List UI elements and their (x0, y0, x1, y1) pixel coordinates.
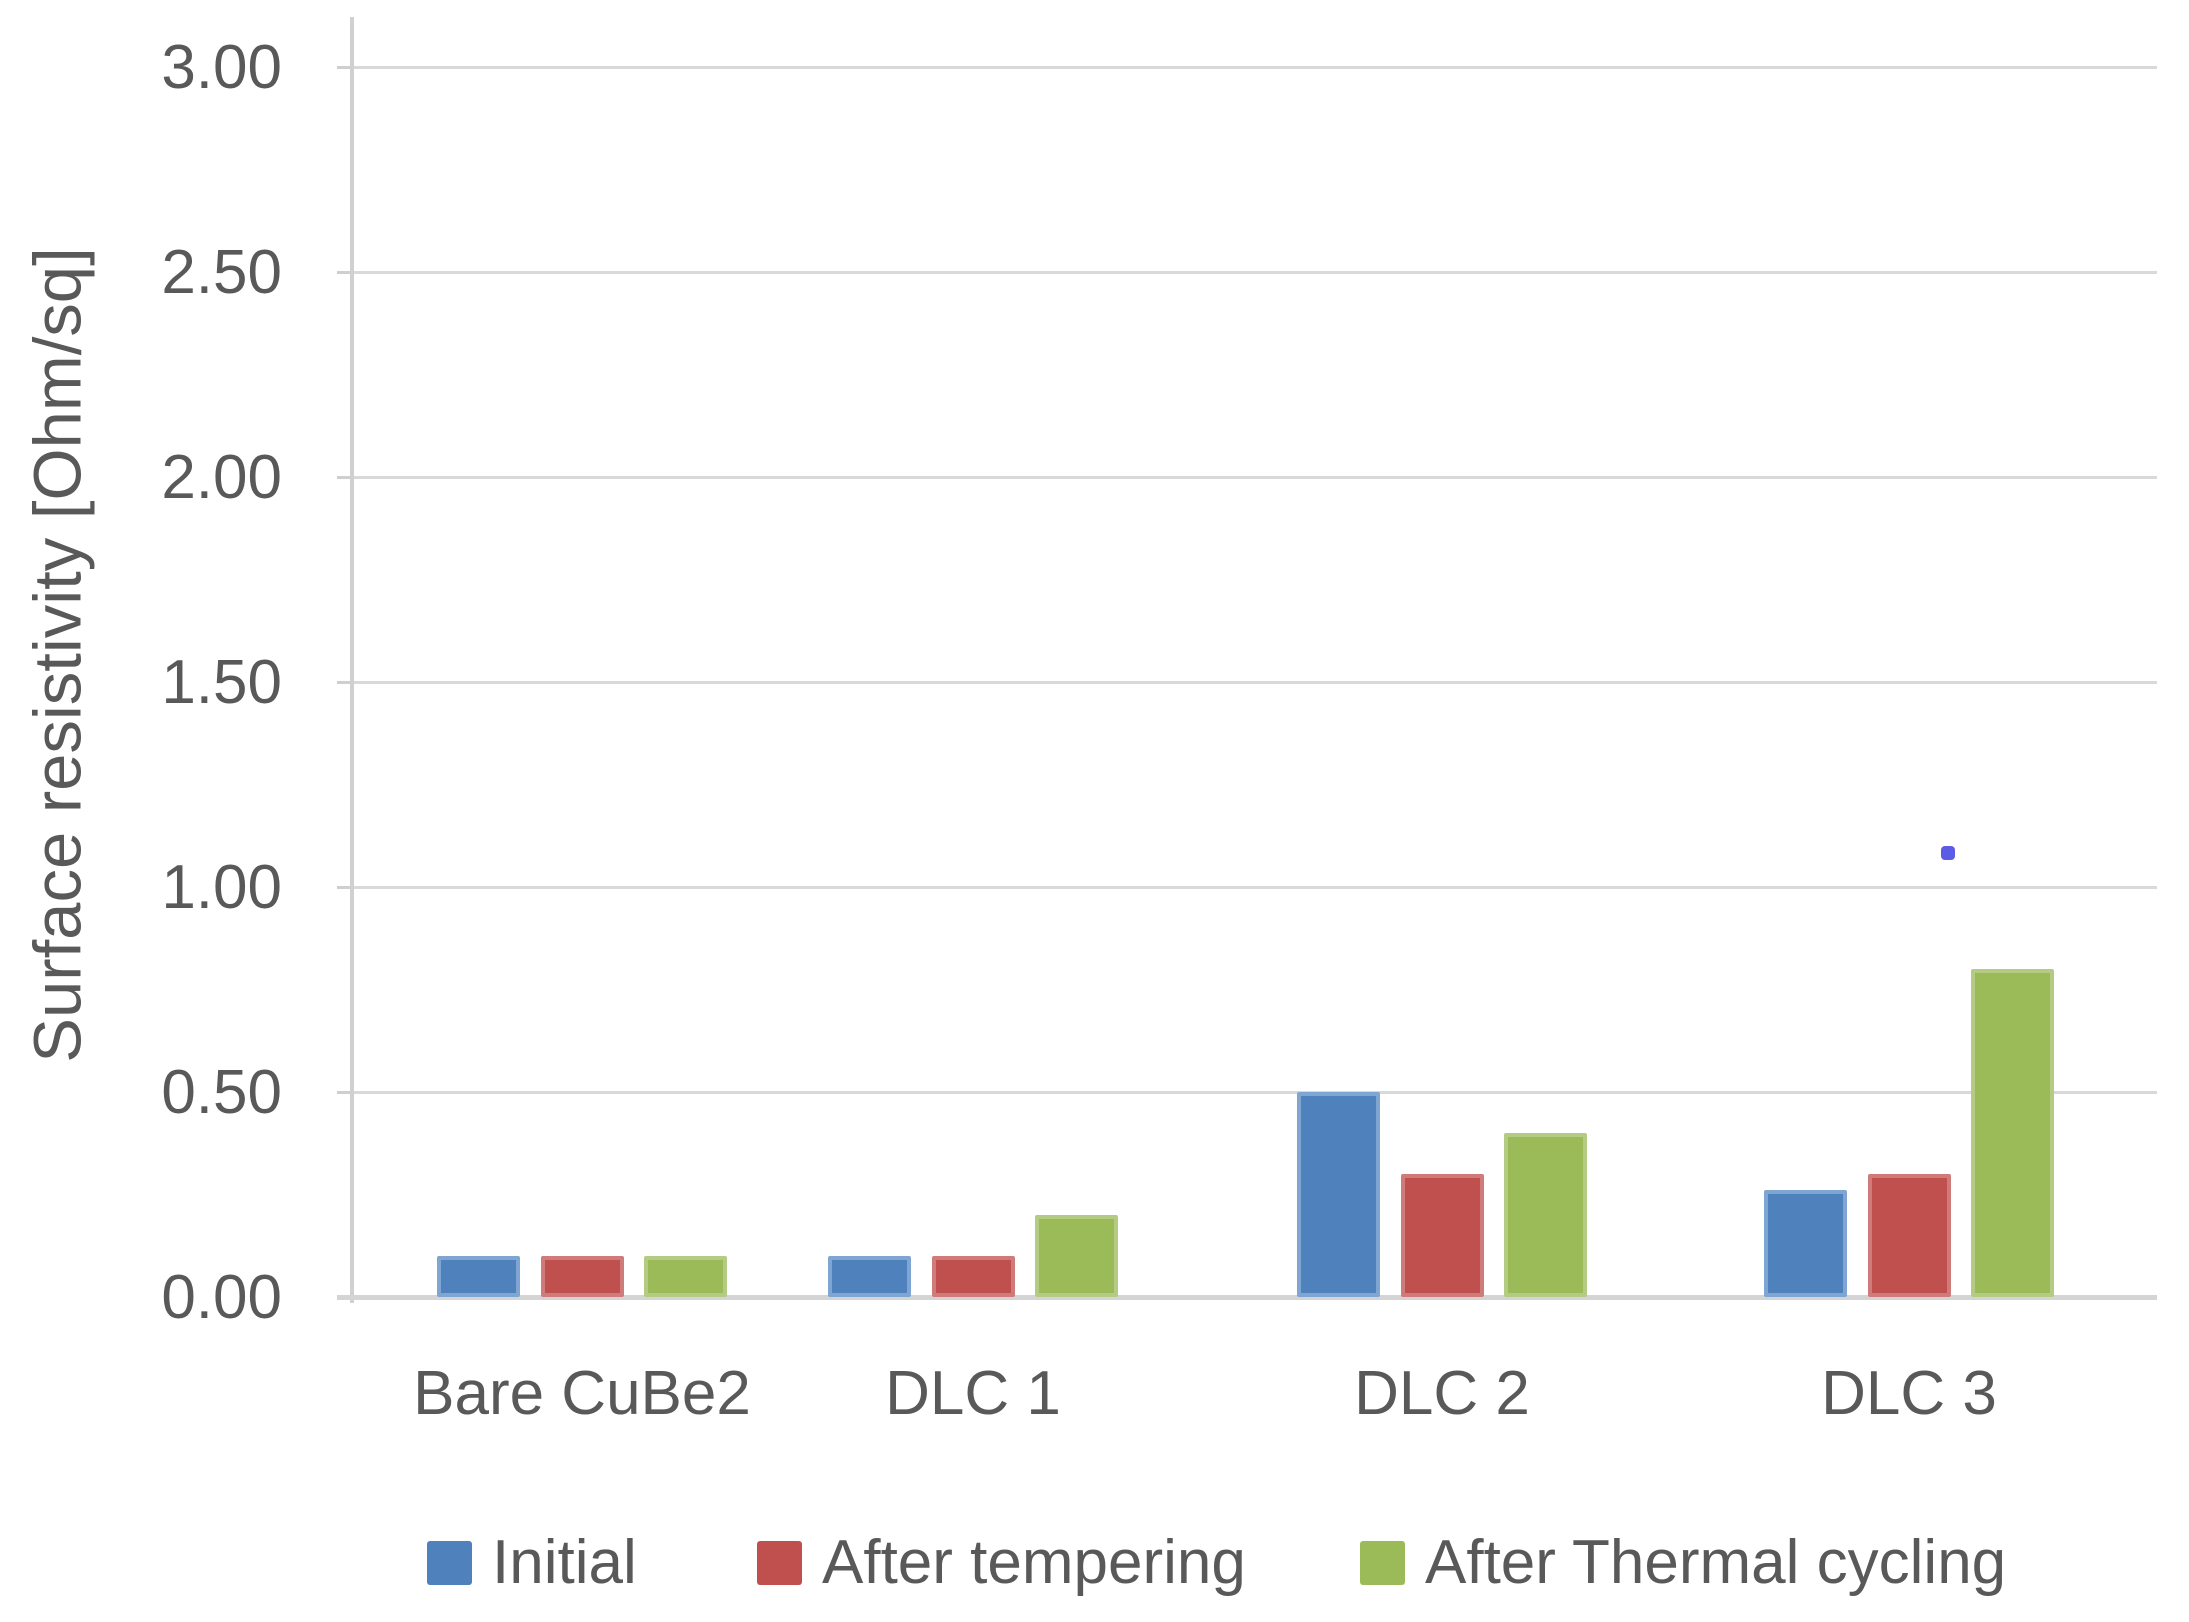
legend-item-initial: Initial (427, 1528, 637, 1598)
y-tickmark-1.50 (337, 681, 351, 684)
y-tickmark-0.50 (337, 1091, 351, 1094)
category-label-dlc-1: DLC 1 (885, 1359, 1061, 1428)
legend-swatch-after-thermal-cycling (1360, 1541, 1405, 1585)
legend-swatch-initial (427, 1541, 472, 1585)
bar-bare-cube2-after-thermal-cycling (644, 1256, 727, 1297)
legend-label: Initial (492, 1528, 637, 1597)
y-tickmark-1.00 (337, 886, 351, 889)
y-axis-line (350, 17, 354, 1303)
category-label-dlc-3: DLC 3 (1821, 1359, 1997, 1428)
x-axis-line (337, 1295, 2157, 1300)
category-label-dlc-2: DLC 2 (1354, 1359, 1530, 1428)
bar-dlc-2-after-thermal-cycling (1504, 1133, 1587, 1297)
y-tick-label: 2.00 (161, 443, 282, 512)
y-tick-label: 0.00 (161, 1263, 282, 1332)
legend-swatch-after-tempering (757, 1541, 802, 1585)
bar-dlc-3-initial (1764, 1190, 1847, 1297)
bar-dlc-1-after-tempering (932, 1256, 1015, 1297)
y-tickmark-2.00 (337, 476, 351, 479)
gridline-0.50 (350, 1091, 2157, 1094)
stray-dot-annotation (1941, 846, 1955, 860)
legend-label: After tempering (822, 1528, 1246, 1597)
bar-dlc-2-initial (1297, 1092, 1380, 1297)
y-tickmark-2.50 (337, 271, 351, 274)
gridline-2.00 (350, 476, 2157, 479)
bar-dlc-2-after-tempering (1401, 1174, 1484, 1297)
legend-item-after-tempering: After tempering (757, 1528, 1246, 1598)
bar-dlc-1-initial (828, 1256, 911, 1297)
legend-item-after-thermal-cycling: After Thermal cycling (1360, 1528, 2006, 1598)
category-label-bare-cube2: Bare CuBe2 (413, 1359, 751, 1428)
y-tick-label: 1.50 (161, 648, 282, 717)
bar-dlc-3-after-thermal-cycling (1971, 969, 2054, 1297)
bar-bare-cube2-after-tempering (541, 1256, 624, 1297)
y-tick-label: 2.50 (161, 238, 282, 307)
y-tick-label: 3.00 (161, 33, 282, 102)
bar-dlc-1-after-thermal-cycling (1035, 1215, 1118, 1297)
y-tickmark-3.00 (337, 66, 351, 69)
bar-bare-cube2-initial (437, 1256, 520, 1297)
y-axis-title: Surface resistivity [Ohm/sq] (20, 247, 96, 1063)
gridline-1.00 (350, 886, 2157, 889)
bar-dlc-3-after-tempering (1868, 1174, 1951, 1297)
legend-label: After Thermal cycling (1425, 1528, 2007, 1597)
gridline-1.50 (350, 681, 2157, 684)
gridline-3.00 (350, 66, 2157, 69)
y-tick-label: 1.00 (161, 853, 282, 922)
y-tick-label: 0.50 (161, 1058, 282, 1127)
gridline-2.50 (350, 271, 2157, 274)
